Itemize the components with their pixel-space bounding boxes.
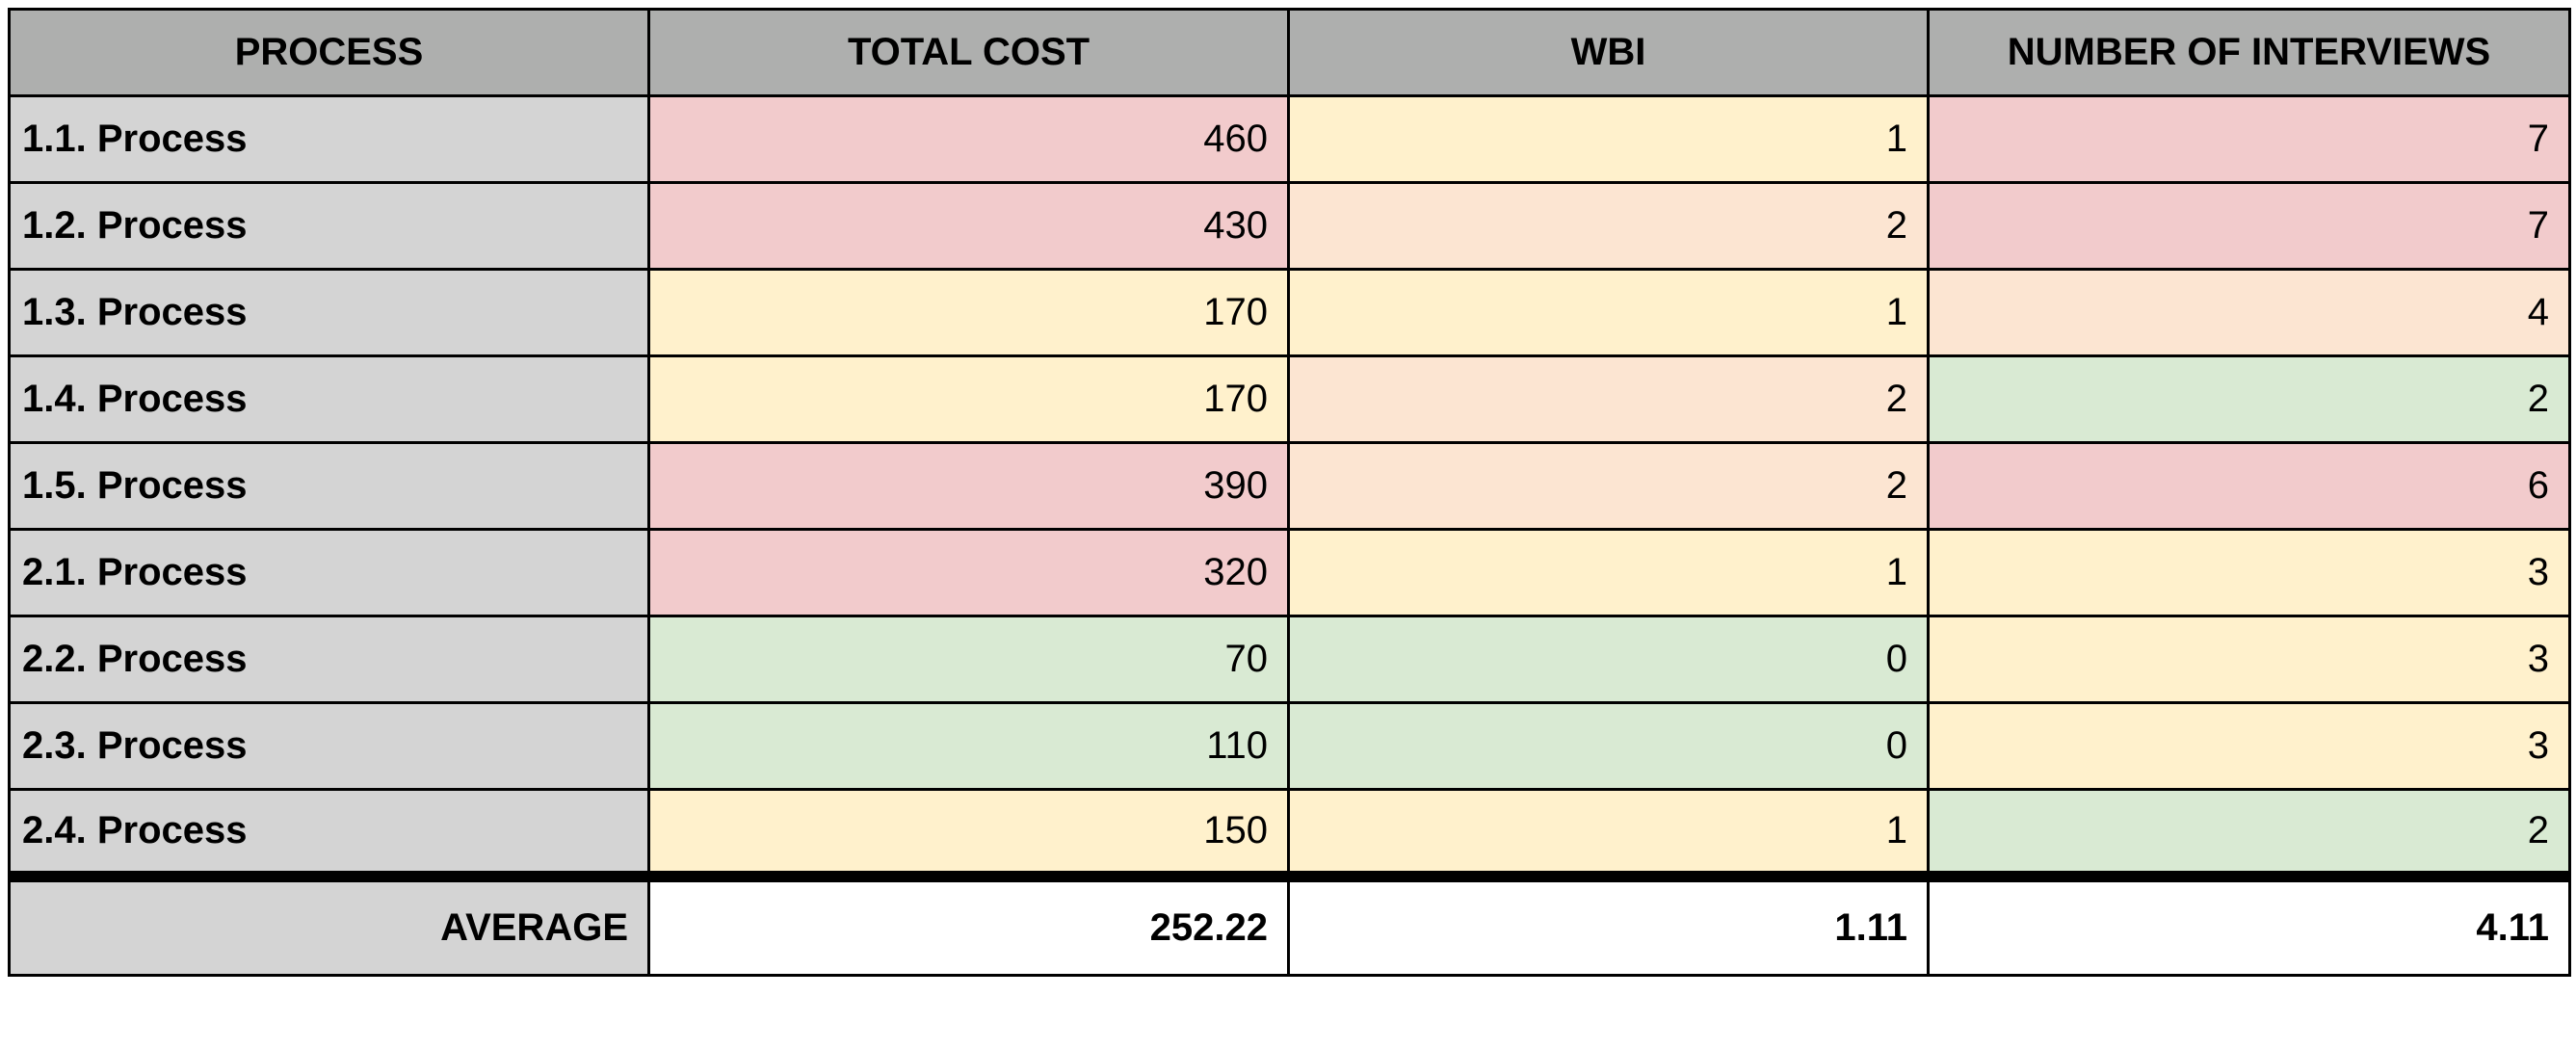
wbi-cell[interactable]: 0	[1287, 701, 1930, 791]
average-wbi[interactable]: 1.11	[1287, 870, 1930, 977]
interviews-cell[interactable]: 2	[1927, 788, 2571, 878]
process-cell[interactable]: 1.1. Process	[8, 94, 650, 184]
header-total-cost[interactable]: TOTAL COST	[647, 8, 1290, 97]
table-row: 1.3. Process 170 1 4	[8, 268, 2571, 357]
table-row: 1.5. Process 390 2 6	[8, 441, 2571, 531]
wbi-cell[interactable]: 2	[1287, 354, 1930, 444]
table-row: 2.4. Process 150 1 2	[8, 788, 2571, 878]
process-cell[interactable]: 1.3. Process	[8, 268, 650, 357]
total-cost-cell[interactable]: 170	[647, 268, 1290, 357]
interviews-cell[interactable]: 4	[1927, 268, 2571, 357]
wbi-cell[interactable]: 1	[1287, 94, 1930, 184]
interviews-cell[interactable]: 7	[1927, 181, 2571, 271]
header-process[interactable]: PROCESS	[8, 8, 650, 97]
process-cell[interactable]: 2.3. Process	[8, 701, 650, 791]
table-row: 1.2. Process 430 2 7	[8, 181, 2571, 271]
total-cost-cell[interactable]: 460	[647, 94, 1290, 184]
wbi-cell[interactable]: 2	[1287, 181, 1930, 271]
wbi-cell[interactable]: 1	[1287, 528, 1930, 617]
table-row: 2.2. Process 70 0 3	[8, 615, 2571, 704]
average-total-cost[interactable]: 252.22	[647, 870, 1290, 977]
total-cost-cell[interactable]: 430	[647, 181, 1290, 271]
wbi-cell[interactable]: 0	[1287, 615, 1930, 704]
average-row: AVERAGE 252.22 1.11 4.11	[8, 870, 2571, 977]
table-row: 2.3. Process 110 0 3	[8, 701, 2571, 791]
interviews-cell[interactable]: 3	[1927, 701, 2571, 791]
wbi-cell[interactable]: 2	[1287, 441, 1930, 531]
table-row: 2.1. Process 320 1 3	[8, 528, 2571, 617]
interviews-cell[interactable]: 3	[1927, 615, 2571, 704]
table-row: 1.4. Process 170 2 2	[8, 354, 2571, 444]
average-label[interactable]: AVERAGE	[8, 870, 650, 977]
interviews-cell[interactable]: 7	[1927, 94, 2571, 184]
process-cell[interactable]: 1.2. Process	[8, 181, 650, 271]
interviews-cell[interactable]: 3	[1927, 528, 2571, 617]
header-wbi[interactable]: WBI	[1287, 8, 1930, 97]
process-cell[interactable]: 1.4. Process	[8, 354, 650, 444]
total-cost-cell[interactable]: 390	[647, 441, 1290, 531]
total-cost-cell[interactable]: 70	[647, 615, 1290, 704]
interviews-cell[interactable]: 2	[1927, 354, 2571, 444]
interviews-cell[interactable]: 6	[1927, 441, 2571, 531]
table-row: 1.1. Process 460 1 7	[8, 94, 2571, 184]
wbi-cell[interactable]: 1	[1287, 268, 1930, 357]
process-cell[interactable]: 2.2. Process	[8, 615, 650, 704]
header-row: PROCESS TOTAL COST WBI NUMBER OF INTERVI…	[8, 8, 2571, 97]
header-number-of-interviews[interactable]: NUMBER OF INTERVIEWS	[1927, 8, 2571, 97]
average-interviews[interactable]: 4.11	[1927, 870, 2571, 977]
process-cell[interactable]: 2.4. Process	[8, 788, 650, 878]
process-cell[interactable]: 2.1. Process	[8, 528, 650, 617]
total-cost-cell[interactable]: 150	[647, 788, 1290, 878]
total-cost-cell[interactable]: 320	[647, 528, 1290, 617]
process-cell[interactable]: 1.5. Process	[8, 441, 650, 531]
total-cost-cell[interactable]: 170	[647, 354, 1290, 444]
process-table: PROCESS TOTAL COST WBI NUMBER OF INTERVI…	[8, 8, 2571, 977]
total-cost-cell[interactable]: 110	[647, 701, 1290, 791]
wbi-cell[interactable]: 1	[1287, 788, 1930, 878]
